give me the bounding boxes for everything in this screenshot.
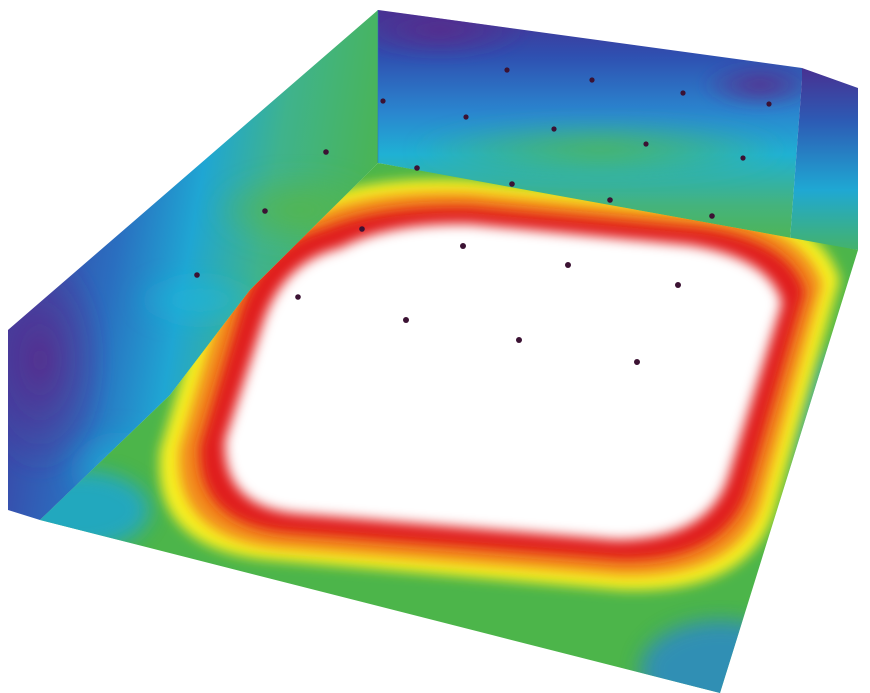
sensor-marker: [589, 77, 595, 83]
sensor-marker: [551, 126, 557, 132]
sensor-marker: [643, 141, 649, 147]
sensor-marker: [740, 155, 746, 161]
sensor-marker: [194, 272, 200, 278]
sensor-marker: [262, 208, 268, 214]
sensor-marker: [675, 282, 681, 288]
sensor-marker: [460, 243, 466, 249]
sensor-marker: [295, 294, 301, 300]
sensor-marker: [414, 165, 420, 171]
sensor-marker: [403, 317, 409, 323]
sensor-marker: [509, 181, 515, 187]
sensor-marker: [607, 197, 613, 203]
sensor-marker: [380, 98, 386, 104]
sensor-markers: [194, 67, 772, 365]
sensor-marker: [766, 101, 772, 107]
sensor-marker: [634, 359, 640, 365]
sensor-marker: [323, 149, 329, 155]
sensor-marker: [463, 114, 469, 120]
sensor-marker: [709, 213, 715, 219]
sensor-marker: [680, 90, 686, 96]
sensor-marker: [565, 262, 571, 268]
sensor-marker: [359, 226, 365, 232]
sensor-marker: [516, 337, 522, 343]
sensor-marker: [504, 67, 510, 73]
right-wall: [790, 68, 858, 250]
